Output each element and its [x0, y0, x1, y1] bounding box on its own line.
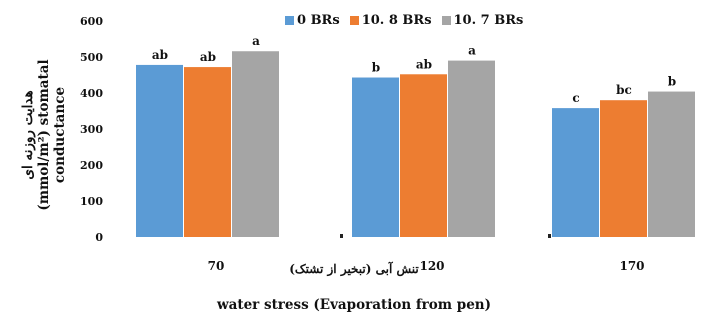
legend-item-10-7brs: 10. 7 BRs	[441, 13, 524, 28]
y-tick-label: 100	[80, 195, 103, 208]
bar-series	[136, 51, 695, 238]
bar-significance-label: ab	[416, 57, 432, 71]
y-tick-label: 300	[80, 123, 103, 136]
legend-label-0brs: 0 BRs	[297, 13, 340, 28]
y-tick-label: 600	[80, 15, 103, 28]
legend-swatch-0brs	[285, 16, 294, 25]
bar	[232, 51, 279, 237]
bar	[136, 64, 183, 237]
bar-significance-label: ab	[152, 48, 168, 62]
legend-label-10-8brs: 10. 8 BRs	[361, 13, 432, 28]
x-axis-label-persian: تنش آبی (تبخیر از تشتک)	[289, 262, 419, 276]
bar-significance-label: ab	[200, 50, 216, 64]
x-axis-ticks: 70 120 170	[208, 234, 645, 273]
x-tick-label: 170	[619, 259, 644, 273]
legend-swatch-10-8brs	[349, 16, 359, 25]
bar-significance-label: bc	[616, 83, 632, 97]
bar	[600, 100, 647, 237]
legend-item-10-8brs: 10. 8 BRs	[349, 13, 432, 28]
legend-item-0brs: 0 BRs	[285, 13, 340, 28]
legend: 0 BRs 10. 8 BRs 10. 7 BRs	[285, 13, 523, 28]
bar	[648, 91, 695, 237]
x-tick-label: 70	[208, 259, 225, 273]
legend-swatch-10-7brs	[441, 16, 451, 25]
group-separator	[340, 234, 343, 238]
bar-significance-label: c	[572, 91, 579, 105]
y-axis-label: هدایت روزنه ای (mmol/m²) stomatal conduc…	[4, 10, 84, 260]
bar	[552, 108, 599, 238]
y-tick-label: 200	[80, 159, 103, 172]
bar-significance-label: a	[252, 34, 260, 48]
bar	[352, 77, 399, 238]
x-tick-label: 120	[419, 259, 444, 273]
bar	[448, 60, 495, 237]
bar	[184, 67, 231, 237]
x-axis-label-english: water stress (Evaporation from pen)	[216, 297, 492, 313]
y-tick-label: 400	[80, 87, 103, 100]
bar-significance-label: b	[372, 61, 380, 75]
bar-significance-label: b	[668, 75, 676, 89]
bar	[400, 74, 447, 237]
y-axis-label-english: (mmol/m²) stomatal conductance	[36, 59, 68, 211]
y-axis-ticks: 0 100 200 300 400 500 600	[80, 15, 103, 244]
y-axis-label-persian: هدایت روزنه ای	[20, 90, 36, 180]
legend-label-10-7brs: 10. 7 BRs	[453, 13, 524, 28]
y-tick-label: 0	[95, 231, 103, 244]
group-separator	[548, 234, 551, 238]
bar-significance-label: a	[468, 44, 476, 58]
y-tick-label: 500	[80, 51, 103, 64]
